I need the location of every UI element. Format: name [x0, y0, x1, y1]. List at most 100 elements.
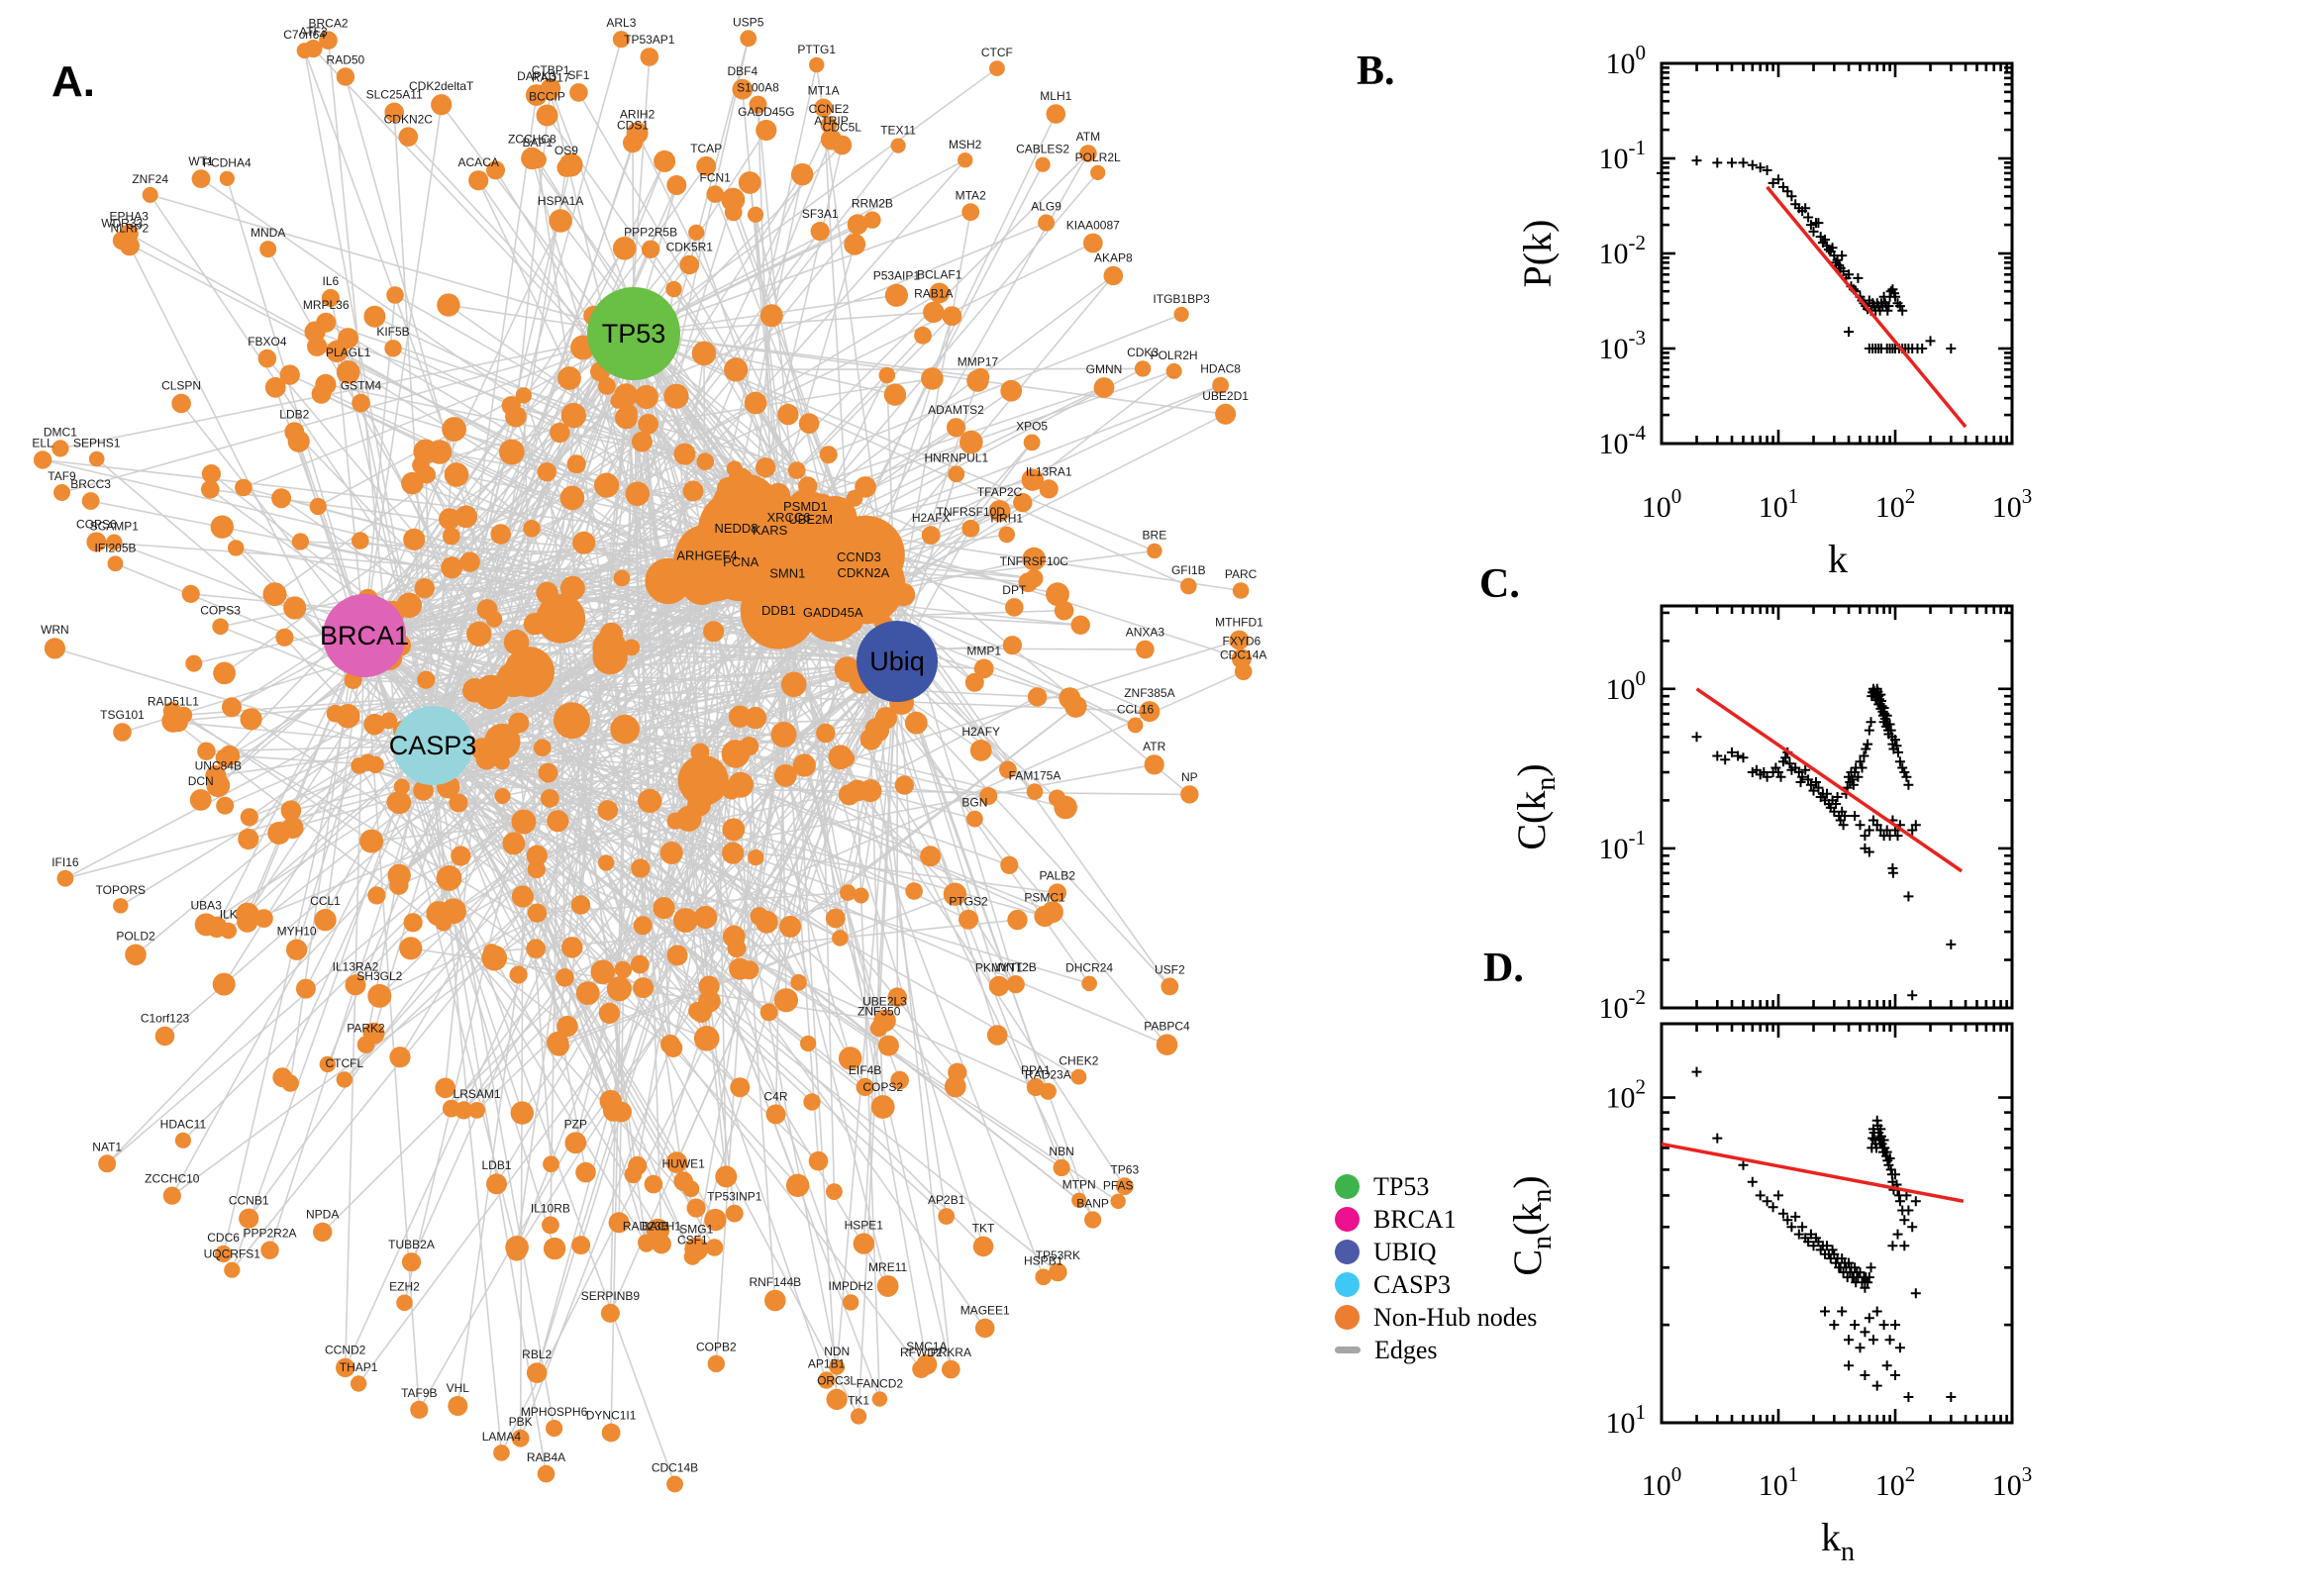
svg-text:COPS3: COPS3 [200, 604, 241, 618]
svg-text:PPP2R2A: PPP2R2A [243, 1226, 296, 1240]
svg-text:ARHGEF4: ARHGEF4 [676, 549, 737, 563]
svg-text:ZNF385A: ZNF385A [1124, 686, 1174, 700]
legend-item-nonhub: Non-Hub nodes [1335, 1301, 1537, 1334]
svg-text:10-2: 10-2 [1599, 985, 1647, 1025]
svg-text:TP53: TP53 [602, 319, 666, 349]
svg-text:CSF1: CSF1 [677, 1234, 708, 1247]
svg-text:CABLES2: CABLES2 [1016, 143, 1069, 156]
svg-text:GADD45G: GADD45G [738, 105, 794, 119]
svg-text:NAT1: NAT1 [92, 1140, 122, 1153]
svg-text:DHCR24: DHCR24 [1065, 961, 1113, 975]
svg-text:WDR33: WDR33 [101, 217, 143, 231]
svg-text:LRSAM1: LRSAM1 [454, 1087, 501, 1101]
svg-text:ELL: ELL [32, 436, 53, 449]
svg-text:DYNC1I1: DYNC1I1 [586, 1409, 637, 1423]
svg-text:TSG101: TSG101 [100, 708, 145, 722]
svg-text:UBE2M: UBE2M [788, 512, 833, 527]
svg-text:TCAP: TCAP [690, 142, 722, 155]
svg-text:TEX11: TEX11 [880, 124, 916, 138]
legend-label: CASP3 [1373, 1269, 1452, 1299]
svg-text:CTCFL: CTCFL [325, 1056, 363, 1070]
svg-text:RFWD2: RFWD2 [900, 1346, 943, 1359]
svg-text:TAF9: TAF9 [48, 469, 76, 483]
svg-text:LAMA4: LAMA4 [482, 1430, 522, 1444]
svg-text:102: 102 [1606, 1075, 1647, 1115]
svg-text:S100A8: S100A8 [737, 81, 779, 95]
svg-text:NP: NP [1181, 770, 1198, 784]
svg-text:MMP17: MMP17 [958, 354, 999, 368]
svg-text:COPS6: COPS6 [76, 517, 117, 531]
svg-text:BRCA2: BRCA2 [308, 16, 348, 30]
svg-text:UBA3: UBA3 [191, 898, 223, 912]
svg-text:WT1: WT1 [188, 154, 214, 168]
svg-text:OS9: OS9 [555, 144, 578, 157]
svg-text:COPS2: COPS2 [862, 1080, 903, 1094]
svg-text:C7orf64: C7orf64 [283, 28, 326, 42]
svg-text:IL13RA2: IL13RA2 [333, 959, 379, 973]
legend-label: TP53 [1373, 1171, 1430, 1201]
network-graph: CDC14B THAP1 KIAA0087 TP53RK MAGEE1 DHCR24 CDC… [32, 15, 1266, 1493]
ubiq-node-icon [1335, 1240, 1360, 1264]
svg-text:CDC6: CDC6 [207, 1231, 240, 1245]
svg-text:BCCIP: BCCIP [529, 90, 565, 104]
svg-text:BAP1: BAP1 [523, 136, 554, 150]
svg-text:ORC3L: ORC3L [817, 1374, 857, 1388]
brca1-node-icon [1335, 1207, 1360, 1232]
svg-text:DAPK3: DAPK3 [517, 69, 556, 83]
svg-text:AP1B1: AP1B1 [808, 1356, 846, 1370]
svg-text:ATF3: ATF3 [299, 25, 328, 39]
svg-text:PABPC4: PABPC4 [1144, 1019, 1190, 1033]
svg-text:ZCCHC8: ZCCHC8 [508, 133, 556, 147]
legend-label: Edges [1374, 1335, 1438, 1364]
svg-text:MAGEE1: MAGEE1 [960, 1304, 1010, 1318]
svg-text:HUWE1: HUWE1 [662, 1156, 706, 1170]
svg-text:100: 100 [1606, 666, 1647, 706]
svg-text:CLSPN: CLSPN [161, 379, 201, 393]
svg-text:IFI205B: IFI205B [94, 541, 136, 554]
svg-text:103: 103 [1992, 1462, 2033, 1502]
svg-text:10-4: 10-4 [1599, 421, 1647, 460]
svg-text:P(k): P(k) [1515, 220, 1560, 288]
svg-text:HDAC11: HDAC11 [160, 1118, 207, 1132]
svg-text:CTBP1: CTBP1 [532, 63, 570, 77]
svg-text:MNDA: MNDA [251, 226, 285, 240]
svg-text:C1orf123: C1orf123 [141, 1012, 190, 1026]
svg-text:PRKRA: PRKRA [931, 1346, 971, 1359]
svg-text:CHEK2: CHEK2 [1059, 1054, 1098, 1068]
svg-text:CDK2deltaT: CDK2deltaT [409, 79, 474, 93]
svg-text:MYH10: MYH10 [277, 925, 317, 939]
svg-text:C4R: C4R [763, 1089, 787, 1103]
svg-text:ANXA3: ANXA3 [1126, 626, 1165, 640]
svg-text:SLC25A11: SLC25A11 [366, 88, 423, 102]
svg-text:POLR2H: POLR2H [1151, 349, 1198, 362]
svg-text:PKMYT1: PKMYT1 [975, 961, 1023, 975]
svg-text:FANCD2: FANCD2 [857, 1376, 904, 1390]
svg-text:EZH2: EZH2 [389, 1280, 420, 1294]
svg-text:TK1: TK1 [848, 1394, 869, 1408]
svg-text:AKAP8: AKAP8 [1094, 251, 1133, 265]
svg-text:ZCCHC10: ZCCHC10 [145, 1172, 200, 1186]
svg-text:BRCC3: BRCC3 [70, 477, 111, 491]
svg-text:THAP1: THAP1 [340, 1360, 378, 1374]
svg-text:BACH1: BACH1 [642, 1220, 681, 1234]
panel-a-label: A. [51, 57, 95, 106]
legend-label: BRCA1 [1373, 1204, 1457, 1234]
svg-text:KIF5B: KIF5B [376, 325, 409, 339]
svg-text:PPA1: PPA1 [1021, 1063, 1051, 1077]
svg-text:CASP3: CASP3 [389, 731, 477, 760]
svg-text:DCN: DCN [188, 774, 214, 788]
svg-text:GFI1B: GFI1B [1171, 563, 1206, 577]
legend-item-casp3: CASP3 [1335, 1268, 1537, 1301]
svg-text:Ubiq: Ubiq [869, 647, 925, 676]
svg-text:CCND2: CCND2 [325, 1344, 366, 1357]
svg-text:PALB2: PALB2 [1039, 868, 1075, 882]
svg-text:P53AIP1: P53AIP1 [873, 269, 921, 283]
svg-text:ZNF24: ZNF24 [132, 172, 168, 186]
legend-item-tp53: TP53 [1335, 1170, 1537, 1203]
svg-text:CDK3: CDK3 [1127, 346, 1159, 359]
legend-label: UBIQ [1373, 1237, 1437, 1266]
svg-text:MLH1: MLH1 [1040, 89, 1071, 103]
svg-text:SF3A1: SF3A1 [802, 207, 839, 221]
svg-text:HSPB1: HSPB1 [1024, 1254, 1063, 1268]
